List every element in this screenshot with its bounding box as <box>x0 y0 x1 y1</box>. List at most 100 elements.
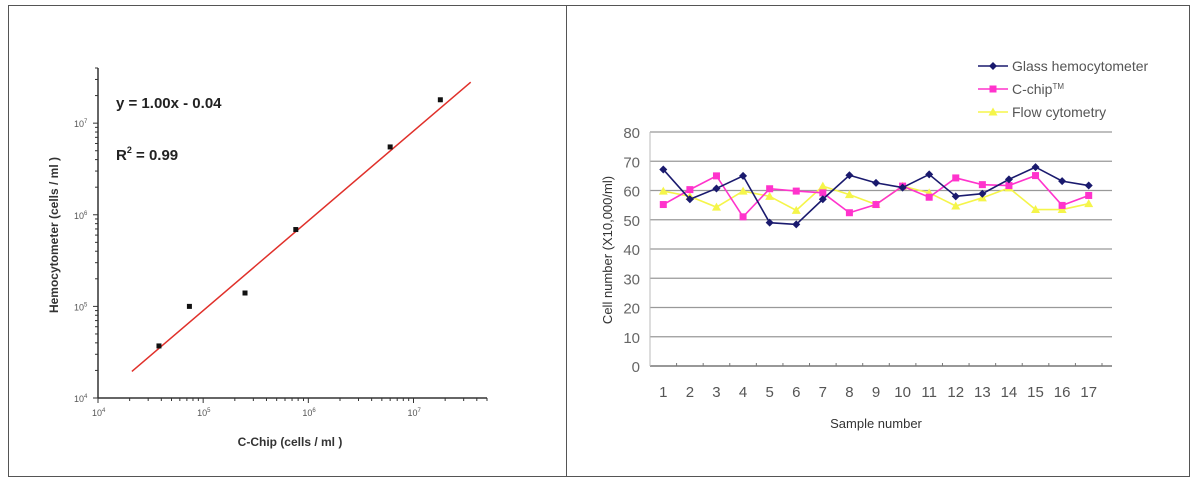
legend-marker <box>989 62 997 70</box>
x-tick-label: 11 <box>921 384 937 401</box>
data-point <box>845 171 854 180</box>
data-point <box>844 190 854 199</box>
data-point <box>1084 199 1094 208</box>
data-point <box>242 290 248 296</box>
x-tick-label: 5 <box>765 384 773 401</box>
data-point <box>818 195 827 204</box>
data-point <box>1057 205 1067 214</box>
x-tick-label: 12 <box>947 384 964 401</box>
data-point <box>1005 182 1013 190</box>
x-tick-label: 106 <box>302 408 316 418</box>
y-tick-label: 30 <box>623 271 640 288</box>
data-point <box>898 183 907 192</box>
x-tick-label: 14 <box>1001 384 1018 401</box>
x-tick-label: 10 <box>894 384 911 401</box>
series-line-glass-hemocytometer <box>662 166 1089 226</box>
x-tick-label: 7 <box>819 384 827 401</box>
data-point <box>766 185 774 193</box>
x-tick-label: 107 <box>407 408 421 418</box>
y-axis-label: Hemocytometer (cells / ml ) <box>47 157 61 313</box>
data-point <box>712 184 721 193</box>
legend-marker <box>989 85 997 93</box>
y-axis-label: Cell number (X10,000/ml) <box>600 176 615 324</box>
data-point <box>845 209 853 217</box>
y-tick-label: 10 <box>623 330 640 347</box>
x-tick-label: 8 <box>845 384 853 401</box>
x-tick-label: 15 <box>1027 384 1044 401</box>
data-point <box>818 181 828 190</box>
x-tick-label: 104 <box>92 408 106 418</box>
x-axis-label: C-Chip (cells / ml ) <box>238 435 343 449</box>
data-point <box>1084 181 1093 190</box>
data-point <box>925 170 934 179</box>
legend-entry: Flow cytometry <box>1012 104 1106 120</box>
data-point <box>686 186 694 194</box>
data-point <box>765 218 774 227</box>
x-tick-label: 3 <box>712 384 720 401</box>
scatter-chart: y = 1.00x - 0.04 R2 = 0.99 C-Chip (cells… <box>47 67 488 449</box>
x-tick-label: 9 <box>872 384 880 401</box>
data-point <box>952 174 960 182</box>
data-point <box>791 205 801 214</box>
data-point <box>819 189 827 197</box>
x-tick-label: 2 <box>686 384 694 401</box>
y-tick-label: 105 <box>74 302 88 312</box>
x-tick-label: 17 <box>1080 384 1097 401</box>
data-point <box>978 181 986 189</box>
y-tick-label: 60 <box>623 184 640 201</box>
data-point <box>1058 177 1067 186</box>
x-axis-label: Sample number <box>830 416 922 431</box>
data-point <box>1058 201 1066 209</box>
y-tick-label: 106 <box>74 211 88 221</box>
equation-label: y = 1.00x - 0.04 <box>116 95 222 112</box>
data-point <box>658 186 668 195</box>
x-tick-label: 1 <box>659 384 667 401</box>
data-point <box>792 187 800 195</box>
x-tick-label: 13 <box>974 384 991 401</box>
data-point <box>1031 205 1041 214</box>
y-tick-label: 50 <box>623 213 640 230</box>
x-tick-label: 6 <box>792 384 800 401</box>
data-point <box>739 213 747 221</box>
data-point <box>792 220 801 229</box>
y-tick-label: 40 <box>623 242 640 259</box>
data-point <box>951 201 961 210</box>
x-tick-label: 16 <box>1054 384 1071 401</box>
data-point <box>437 97 443 103</box>
data-point <box>872 178 880 187</box>
data-point <box>765 191 775 200</box>
r2-label: R2 = 0.99 <box>116 145 178 164</box>
x-tick-label: 105 <box>197 408 211 418</box>
figure-frame <box>8 5 1190 477</box>
legend-entry: Glass hemocytometer <box>1012 58 1148 74</box>
data-point <box>156 343 162 349</box>
data-point <box>659 201 667 209</box>
data-point <box>1085 191 1093 199</box>
data-point <box>293 227 299 233</box>
panel-divider <box>566 5 567 477</box>
y-tick-label: 70 <box>623 154 640 171</box>
legend-entry: C-chipTM <box>1012 81 1064 97</box>
data-point <box>186 303 192 309</box>
data-point <box>1032 172 1040 180</box>
y-tick-label: 20 <box>623 301 640 318</box>
data-point <box>1004 175 1013 184</box>
data-point <box>685 195 694 204</box>
data-point <box>659 165 668 174</box>
data-point <box>951 192 960 201</box>
y-tick-label: 80 <box>623 125 640 142</box>
y-tick-label: 104 <box>74 394 88 404</box>
data-point <box>738 186 748 195</box>
data-point <box>978 189 987 198</box>
data-point <box>1031 163 1040 172</box>
data-point <box>387 144 393 150</box>
line-chart: Sample number Cell number (X10,000/ml) 0… <box>600 58 1148 431</box>
data-point <box>739 171 748 180</box>
y-tick-label: 107 <box>74 119 88 129</box>
data-point <box>925 193 933 201</box>
data-point <box>712 172 720 180</box>
data-point <box>872 201 880 209</box>
legend-marker <box>988 107 998 116</box>
x-tick-label: 4 <box>739 384 747 401</box>
